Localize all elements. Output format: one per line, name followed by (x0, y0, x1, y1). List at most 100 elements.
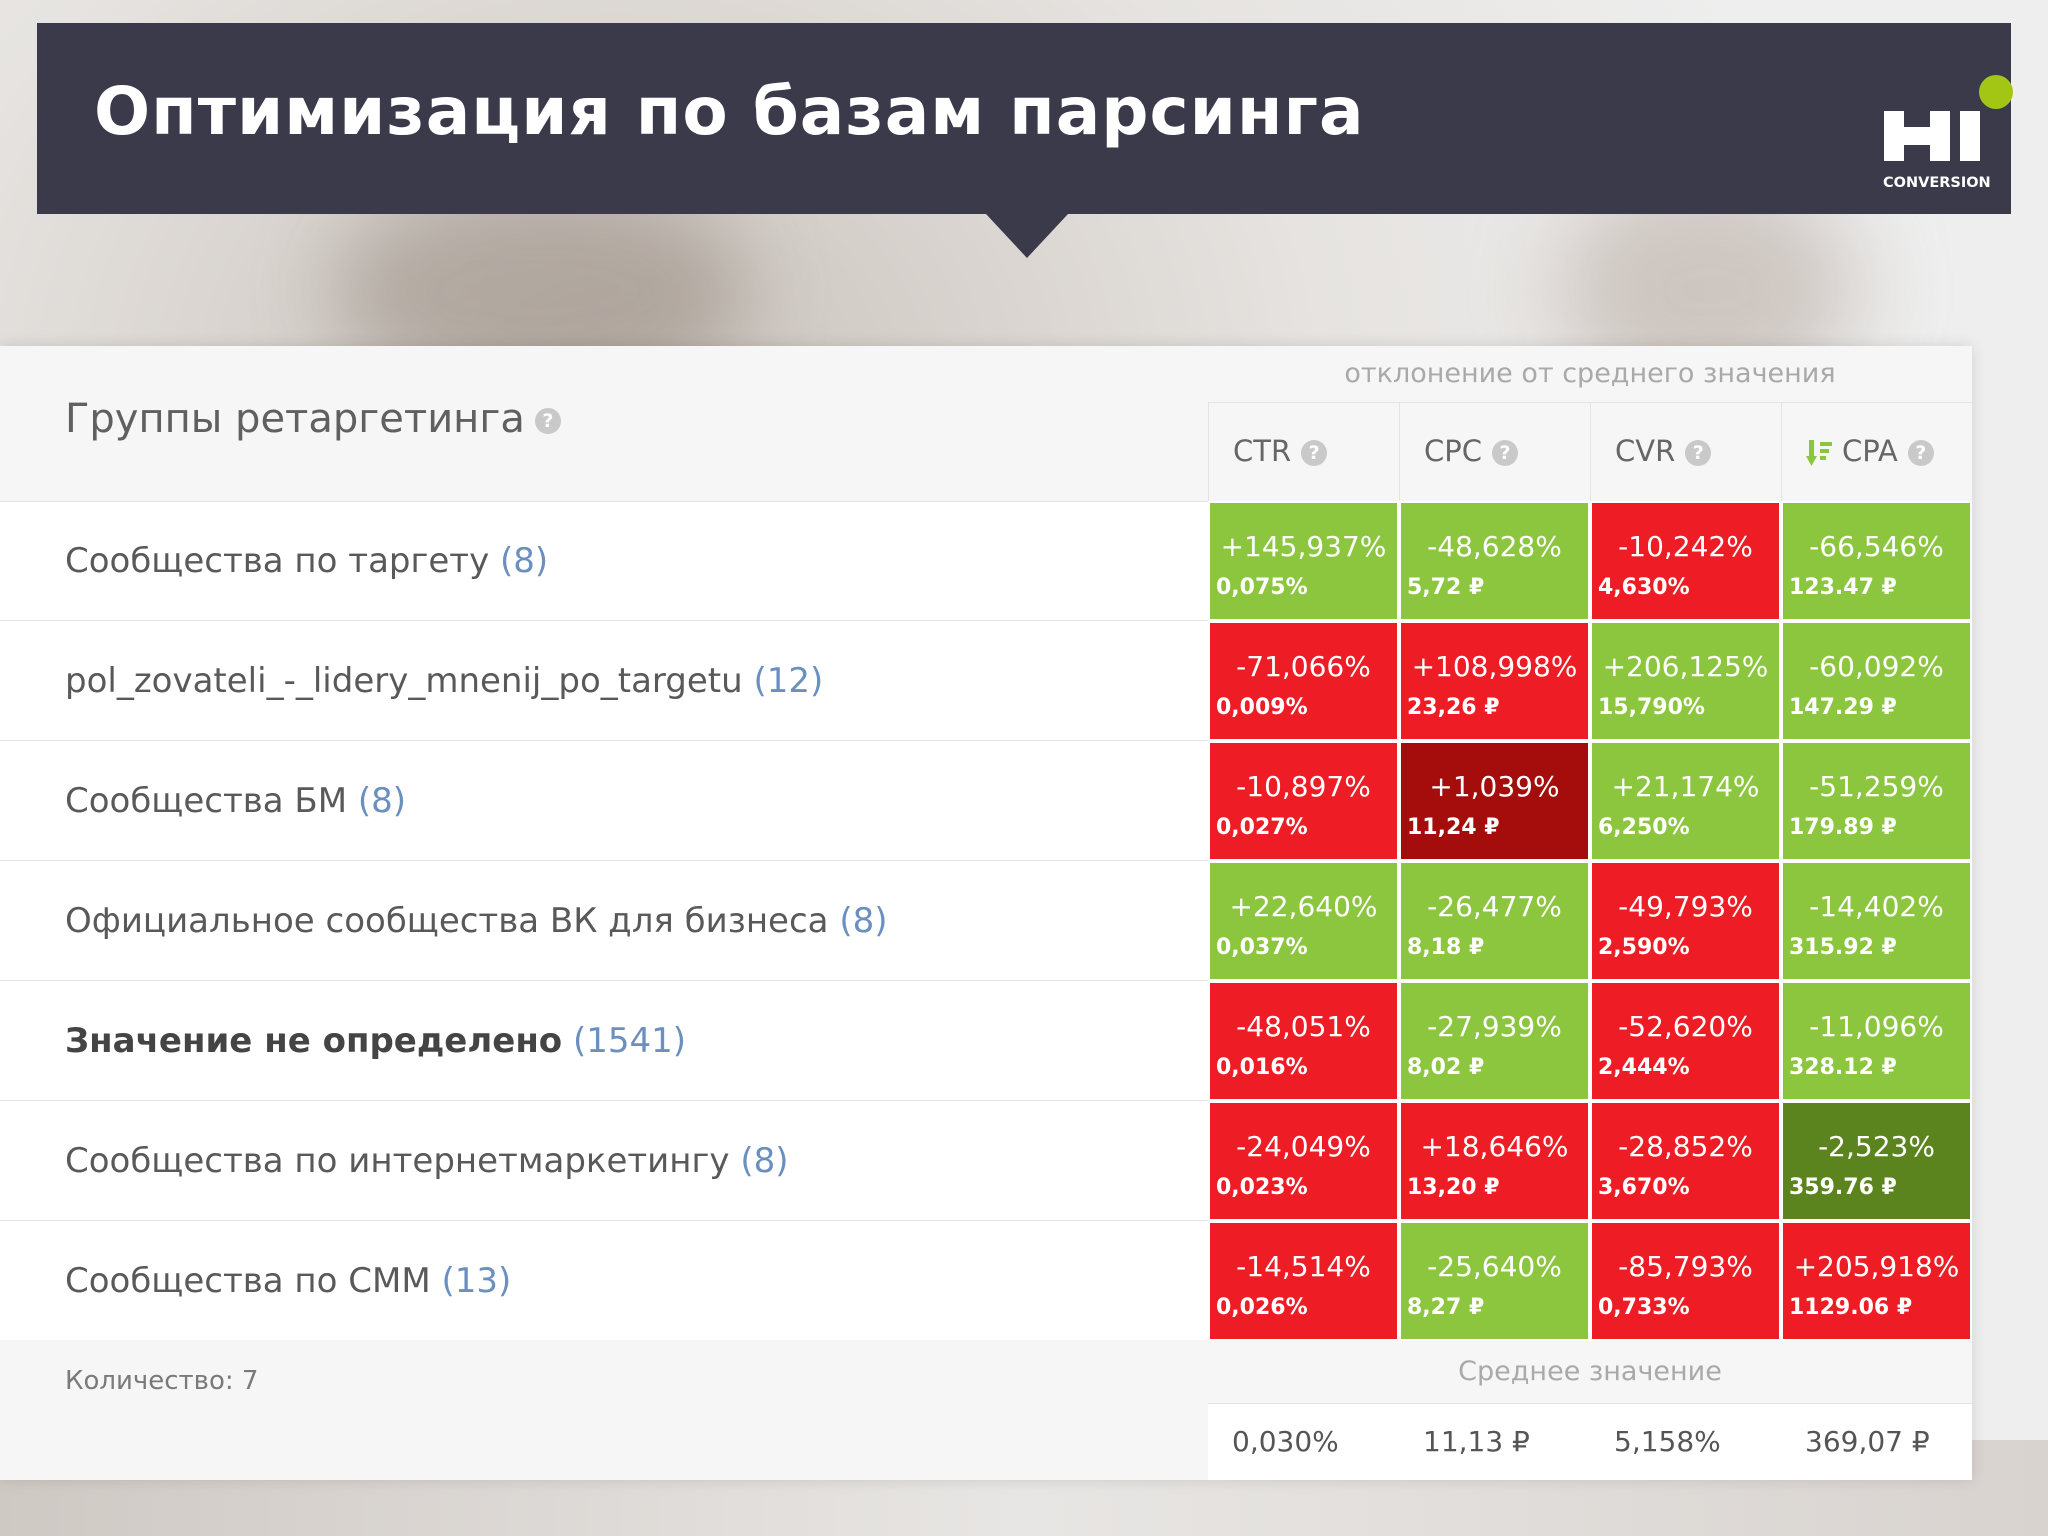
deviation-percent: -11,096% (1809, 1010, 1944, 1043)
row-label[interactable]: Официальное сообщества ВК для бизнеса (8… (65, 861, 888, 981)
table-row[interactable]: Значение не определено (1541) (0, 981, 1208, 1101)
deviation-percent: -71,066% (1236, 650, 1371, 683)
metric-cell-cvr: +21,174% 6,250% (1590, 741, 1781, 861)
group-count: (12) (753, 661, 824, 701)
metric-value: 0,023% (1216, 1175, 1308, 1200)
table-footer: Количество: 7 (0, 1340, 1208, 1480)
help-icon[interactable]: ? (1301, 440, 1328, 466)
metric-value: 0,027% (1216, 815, 1308, 840)
column-header-cvr[interactable]: CVR? (1590, 402, 1781, 501)
column-header-ctr[interactable]: CTR? (1208, 402, 1399, 501)
deviation-percent: -85,793% (1618, 1250, 1753, 1283)
deviation-percent: +108,998% (1411, 650, 1578, 683)
average-cpc: 11,13 ₽ (1399, 1404, 1590, 1480)
deviation-percent: -24,049% (1236, 1130, 1371, 1163)
help-icon[interactable]: ? (1685, 440, 1712, 466)
metric-value: 0,037% (1216, 935, 1308, 960)
metric-cell-cvr: -10,242% 4,630% (1590, 501, 1781, 621)
table-row[interactable]: pol_zovateli_-_lidery_mnenij_po_targetu … (0, 621, 1208, 741)
deviation-percent: -14,402% (1809, 890, 1944, 923)
metric-value: 8,18 ₽ (1407, 935, 1485, 960)
row-label[interactable]: pol_zovateli_-_lidery_mnenij_po_targetu … (65, 621, 823, 741)
metric-cell-cpc: +18,646% 13,20 ₽ (1399, 1101, 1590, 1221)
group-count: (8) (839, 901, 888, 941)
metric-value: 0,733% (1598, 1295, 1690, 1320)
row-label[interactable]: Сообщества по таргету (8) (65, 501, 548, 621)
table-title: Группы ретаргетинга? (65, 396, 561, 442)
metric-value: 23,26 ₽ (1407, 695, 1500, 720)
deviation-percent: +21,174% (1611, 770, 1760, 803)
group-count: (8) (740, 1141, 789, 1181)
metric-cell-cpa: -60,092% 147.29 ₽ (1781, 621, 1972, 741)
row-label[interactable]: Сообщества БМ (8) (65, 741, 406, 861)
slide-title: Оптимизация по базам парсинга (94, 73, 1365, 150)
table-row[interactable]: Сообщества по интернетмаркетингу (8) (0, 1101, 1208, 1221)
metric-value: 2,444% (1598, 1055, 1690, 1080)
metric-cell-cpc: -25,640% 8,27 ₽ (1399, 1221, 1590, 1341)
deviation-percent: -27,939% (1427, 1010, 1562, 1043)
column-header-cpa[interactable]: CPA? (1781, 402, 1972, 501)
metric-value: 11,24 ₽ (1407, 815, 1500, 840)
column-header-cpc[interactable]: CPC? (1399, 402, 1590, 501)
metric-cell-cpa: +205,918% 1129.06 ₽ (1781, 1221, 1972, 1341)
table-row[interactable]: Официальное сообщества ВК для бизнеса (8… (0, 861, 1208, 981)
help-icon[interactable]: ? (1907, 440, 1934, 466)
metric-value: 0,009% (1216, 695, 1308, 720)
sort-descending-icon[interactable] (1806, 438, 1836, 468)
table-row[interactable]: Сообщества по СММ (13) (0, 1221, 1208, 1341)
metric-value: 328.12 ₽ (1789, 1055, 1897, 1080)
metric-cell-cpa: -2,523% 359.76 ₽ (1781, 1101, 1972, 1221)
metric-value: 0,026% (1216, 1295, 1308, 1320)
metric-cell-ctr: -24,049% 0,023% (1208, 1101, 1399, 1221)
metric-value: 3,670% (1598, 1175, 1690, 1200)
metric-value: 5,72 ₽ (1407, 575, 1485, 600)
retargeting-table: Группы ретаргетинга? отклонение от средн… (0, 346, 1972, 1480)
deviation-percent: +205,918% (1793, 1250, 1960, 1283)
metric-cell-cpc: +108,998% 23,26 ₽ (1399, 621, 1590, 741)
help-icon[interactable]: ? (1492, 440, 1518, 466)
table-row[interactable]: Сообщества БМ (8) (0, 741, 1208, 861)
metric-value: 179.89 ₽ (1789, 815, 1897, 840)
metric-value: 359.76 ₽ (1789, 1175, 1897, 1200)
table-header-right: отклонение от среднего значения CTR? CPC… (1208, 346, 1972, 502)
quantity-label: Количество: 7 (65, 1366, 259, 1396)
deviation-percent: +145,937% (1220, 530, 1387, 563)
deviation-percent: -48,628% (1427, 530, 1562, 563)
group-name: Сообщества по СММ (65, 1261, 431, 1301)
deviation-percent: +22,640% (1229, 890, 1378, 923)
deviation-percent: -60,092% (1809, 650, 1944, 683)
help-icon[interactable]: ? (534, 408, 561, 434)
metric-cell-ctr: -71,066% 0,009% (1208, 621, 1399, 741)
group-count: (1541) (572, 1021, 687, 1061)
deviation-percent: -66,546% (1809, 530, 1944, 563)
row-label[interactable]: Значение не определено (1541) (65, 981, 686, 1101)
group-name: pol_zovateli_-_lidery_mnenij_po_targetu (65, 661, 743, 701)
metric-cell-ctr: -14,514% 0,026% (1208, 1221, 1399, 1341)
group-name: Сообщества по интернетмаркетингу (65, 1141, 730, 1181)
deviation-percent: -25,640% (1427, 1250, 1562, 1283)
metric-cell-ctr: -10,897% 0,027% (1208, 741, 1399, 861)
table-row[interactable]: Сообщества по таргету (8) (0, 501, 1208, 621)
metric-cell-cpc: -27,939% 8,02 ₽ (1399, 981, 1590, 1101)
metric-value: 2,590% (1598, 935, 1690, 960)
metric-value: 315.92 ₽ (1789, 935, 1897, 960)
metric-value: 8,02 ₽ (1407, 1055, 1485, 1080)
deviation-percent: -48,051% (1236, 1010, 1371, 1043)
hi-conversion-logo: CONVERSION (1883, 75, 2013, 191)
row-label[interactable]: Сообщества по СММ (13) (65, 1221, 511, 1341)
deviation-label: отклонение от среднего значения (1208, 346, 1972, 403)
metric-cell-cvr: +206,125% 15,790% (1590, 621, 1781, 741)
metric-value: 15,790% (1598, 695, 1705, 720)
metric-value: 0,016% (1216, 1055, 1308, 1080)
deviation-percent: +1,039% (1429, 770, 1560, 803)
metric-cell-ctr: +145,937% 0,075% (1208, 501, 1399, 621)
metric-value: 6,250% (1598, 815, 1690, 840)
header-pointer (986, 214, 1068, 258)
metric-cell-ctr: -48,051% 0,016% (1208, 981, 1399, 1101)
group-name: Сообщества БМ (65, 781, 348, 821)
group-name: Официальное сообщества ВК для бизнеса (65, 901, 829, 941)
group-count: (13) (441, 1261, 512, 1301)
slide-header: Оптимизация по базам парсинга CONVERSION (37, 23, 2013, 214)
row-label[interactable]: Сообщества по интернетмаркетингу (8) (65, 1101, 788, 1221)
table-header-left: Группы ретаргетинга? (0, 346, 1208, 502)
